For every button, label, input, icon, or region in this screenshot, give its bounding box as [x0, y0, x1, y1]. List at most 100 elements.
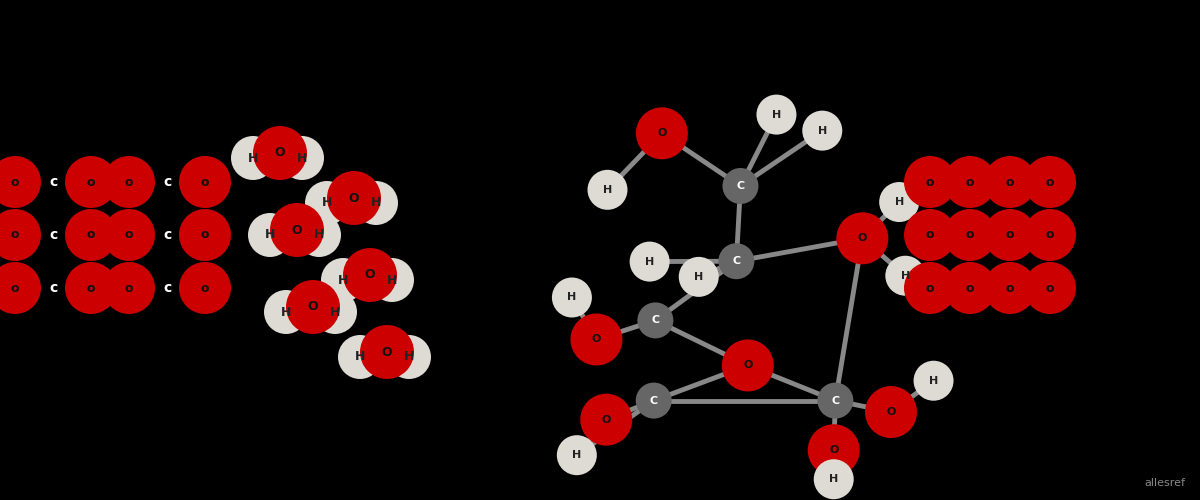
Circle shape [944, 209, 996, 261]
Circle shape [836, 212, 888, 264]
Text: H: H [894, 197, 904, 207]
Text: O: O [365, 268, 376, 281]
Circle shape [880, 182, 919, 222]
Text: C: C [652, 316, 660, 326]
Circle shape [65, 209, 118, 261]
Circle shape [1024, 209, 1076, 261]
Circle shape [248, 213, 292, 257]
Circle shape [0, 209, 41, 261]
Text: O: O [658, 128, 666, 138]
Circle shape [722, 168, 758, 204]
Text: O: O [382, 346, 392, 358]
Text: H: H [772, 110, 781, 120]
Circle shape [984, 156, 1036, 208]
Circle shape [179, 262, 230, 314]
Text: o: o [966, 282, 974, 294]
Circle shape [756, 94, 797, 134]
Text: H: H [338, 274, 348, 286]
Circle shape [886, 256, 925, 296]
Text: o: o [1006, 228, 1014, 241]
Circle shape [230, 136, 275, 180]
Circle shape [354, 181, 398, 225]
Circle shape [588, 170, 628, 210]
Circle shape [103, 209, 155, 261]
Circle shape [360, 325, 414, 379]
Circle shape [984, 209, 1036, 261]
Circle shape [904, 209, 956, 261]
Text: O: O [601, 414, 611, 424]
Circle shape [179, 209, 230, 261]
Circle shape [808, 424, 859, 476]
Text: o: o [925, 228, 935, 241]
Text: c: c [49, 281, 58, 295]
Circle shape [636, 382, 672, 418]
Text: allesref: allesref [1144, 478, 1186, 488]
Circle shape [581, 394, 632, 446]
Text: c: c [163, 228, 172, 242]
Circle shape [904, 262, 956, 314]
Text: H: H [281, 306, 292, 318]
Text: H: H [314, 228, 324, 241]
Text: H: H [568, 292, 576, 302]
Text: o: o [1045, 228, 1055, 241]
Text: o: o [125, 282, 133, 294]
Circle shape [322, 258, 365, 302]
Circle shape [865, 386, 917, 438]
Circle shape [298, 213, 341, 257]
Text: H: H [817, 126, 827, 136]
Circle shape [817, 382, 853, 418]
Circle shape [0, 156, 41, 208]
Text: H: H [901, 270, 910, 280]
Text: O: O [349, 192, 359, 204]
Text: o: o [1006, 176, 1014, 188]
Text: O: O [592, 334, 601, 344]
Text: H: H [265, 228, 275, 241]
Text: c: c [49, 228, 58, 242]
Text: o: o [125, 228, 133, 241]
Text: H: H [602, 185, 612, 195]
Text: H: H [929, 376, 938, 386]
Circle shape [179, 156, 230, 208]
Text: o: o [1045, 282, 1055, 294]
Text: C: C [832, 396, 840, 406]
Circle shape [570, 314, 623, 366]
Text: O: O [887, 407, 895, 417]
Text: o: o [1045, 176, 1055, 188]
Text: o: o [11, 228, 19, 241]
Text: o: o [86, 282, 95, 294]
Text: H: H [646, 256, 654, 266]
Circle shape [0, 262, 41, 314]
Circle shape [630, 242, 670, 282]
Text: o: o [125, 176, 133, 188]
Circle shape [637, 302, 673, 338]
Text: O: O [275, 146, 286, 160]
Circle shape [65, 262, 118, 314]
Text: o: o [966, 228, 974, 241]
Text: o: o [200, 282, 209, 294]
Circle shape [719, 243, 755, 279]
Text: C: C [732, 256, 740, 266]
Text: o: o [966, 176, 974, 188]
Circle shape [343, 248, 397, 302]
Circle shape [984, 262, 1036, 314]
Text: c: c [163, 175, 172, 189]
Text: O: O [307, 300, 318, 314]
Text: o: o [1006, 282, 1014, 294]
Text: C: C [737, 181, 744, 191]
Circle shape [1024, 156, 1076, 208]
Text: O: O [829, 445, 839, 455]
Text: o: o [925, 282, 935, 294]
Text: O: O [858, 234, 868, 243]
Text: H: H [355, 350, 365, 364]
Circle shape [253, 126, 307, 180]
Text: c: c [163, 281, 172, 295]
Text: O: O [743, 360, 752, 370]
Circle shape [944, 156, 996, 208]
Text: o: o [11, 176, 19, 188]
Circle shape [636, 108, 688, 160]
Circle shape [552, 278, 592, 318]
Circle shape [814, 459, 853, 499]
Circle shape [286, 280, 340, 334]
Circle shape [370, 258, 414, 302]
Text: o: o [200, 228, 209, 241]
